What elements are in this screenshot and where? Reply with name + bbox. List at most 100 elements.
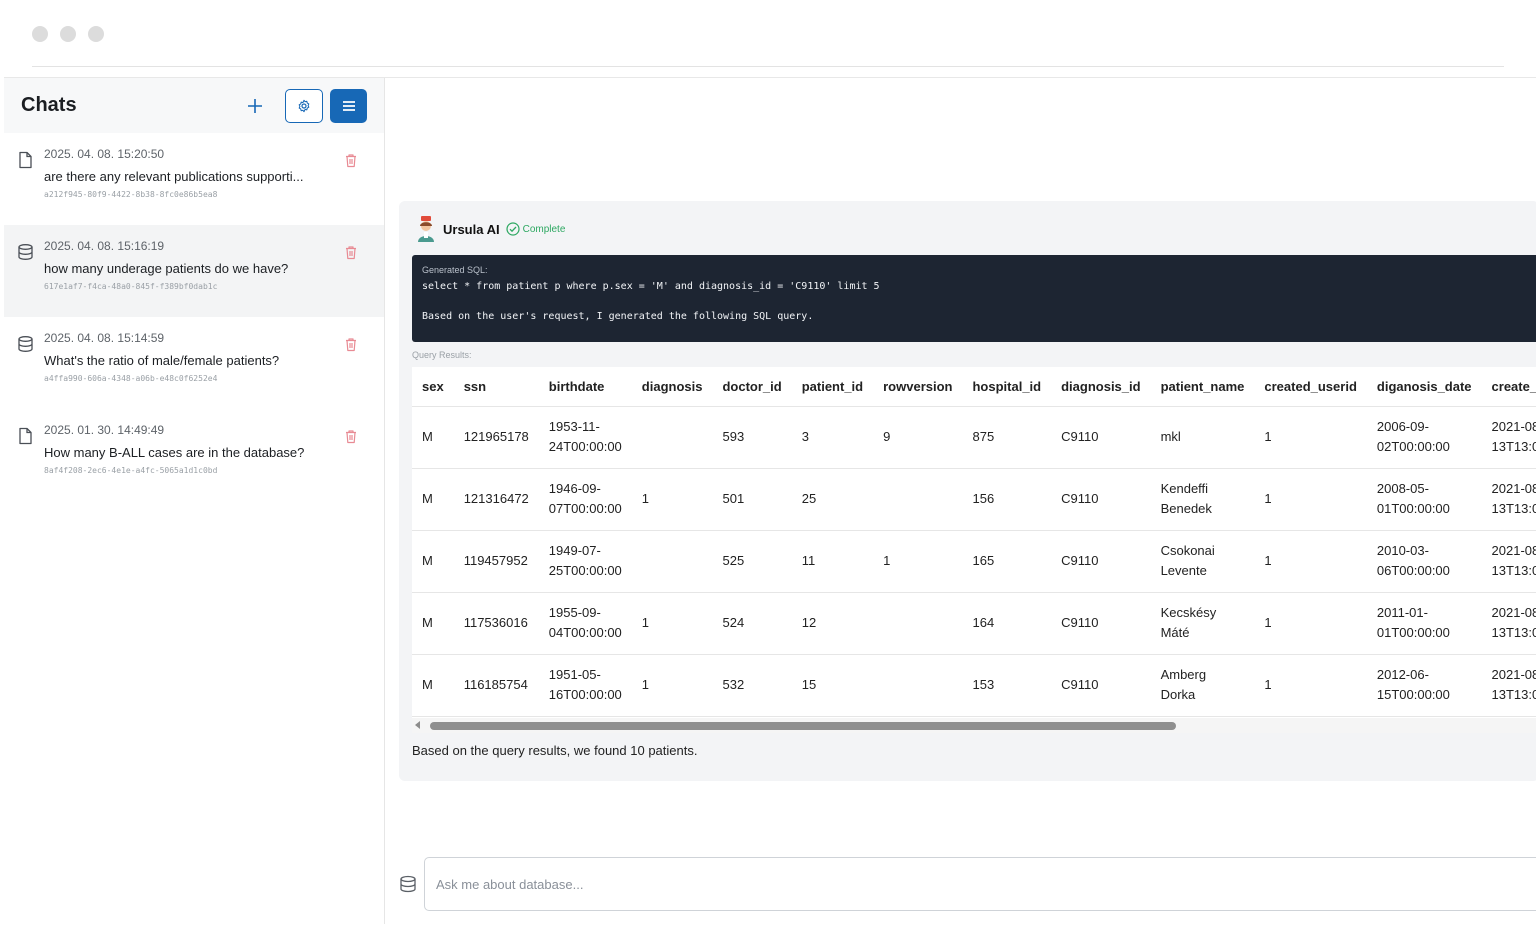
table-cell: M <box>412 530 454 593</box>
chat-date: 2025. 01. 30. 14:49:49 <box>44 423 165 437</box>
table-cell: 1946-09- 07T00:00:00 <box>538 468 632 531</box>
sidebar: Chats 2025. 04. 08. 15:20:50 are there an… <box>4 78 385 924</box>
table-cell: 501 <box>712 468 792 531</box>
horizontal-scrollbar[interactable] <box>412 718 1536 733</box>
table-cell: 2011-01- 01T00:00:00 <box>1366 592 1482 655</box>
status-text: Complete <box>522 223 566 235</box>
table-cell: 1955-09- 04T00:00:00 <box>538 592 632 655</box>
results-label: Query Results: <box>412 350 472 360</box>
column-header: patient_id <box>791 367 874 407</box>
trash-icon[interactable] <box>344 153 358 168</box>
table-row: M 121316472 1946-09- 07T00:00:00 1 501 25 156 C9… <box>412 468 1536 531</box>
sidebar-header: Chats <box>4 78 384 133</box>
window-controls <box>32 26 104 42</box>
table-cell: 165 <box>962 530 1052 593</box>
table-cell: 12 <box>791 592 874 655</box>
window-dot[interactable] <box>32 26 48 42</box>
table-cell: 2006-09- 02T00:00:00 <box>1366 406 1482 469</box>
column-header: ssn <box>453 367 539 407</box>
table-cell: 9 <box>873 406 963 469</box>
plus-icon <box>248 98 262 113</box>
table-cell: mkl <box>1150 406 1255 469</box>
table-cell: 156 <box>962 468 1052 531</box>
code-explanation: Based on the user's request, I generated… <box>422 311 814 322</box>
chat-id: 8af4f208-2ec6-4e1e-a4fc-5065a1d1c0bd <box>44 466 218 475</box>
trash-icon[interactable] <box>344 245 358 260</box>
table-cell: 1 <box>1254 406 1367 469</box>
table-cell: 153 <box>962 654 1052 717</box>
table-cell <box>631 530 713 593</box>
table-cell: 15 <box>791 654 874 717</box>
chat-input[interactable] <box>424 857 1536 911</box>
table-cell: 116185754 <box>453 654 539 717</box>
table-cell: 121965178 <box>453 406 539 469</box>
chat-date: 2025. 04. 08. 15:20:50 <box>44 147 165 161</box>
table-cell: 1951-05- 16T00:00:00 <box>538 654 632 717</box>
top-divider <box>32 66 1504 67</box>
window-dot[interactable] <box>60 26 76 42</box>
table-cell: 1953-11- 24T00:00:00 <box>538 406 632 469</box>
table-cell: M <box>412 406 454 469</box>
chat-list-item[interactable]: 2025. 04. 08. 15:20:50 are there any rele… <box>4 133 384 225</box>
window-dot[interactable] <box>88 26 104 42</box>
assistant-message: Ursula AI Complete Generated SQL: select… <box>399 201 1536 781</box>
database-icon <box>18 336 33 352</box>
chat-list: 2025. 04. 08. 15:20:50 are there any rele… <box>4 133 384 501</box>
main-panel: Ursula AI Complete Generated SQL: select… <box>386 78 1536 924</box>
table-cell: 1 <box>1254 592 1367 655</box>
column-header: doctor_id <box>712 367 792 407</box>
table-cell: 1 <box>631 654 713 717</box>
chat-title: What's the ratio of male/female patients… <box>44 353 280 368</box>
table-cell: 532 <box>712 654 792 717</box>
bot-name: Ursula AI <box>443 221 500 237</box>
scrollbar-thumb[interactable] <box>430 722 1176 730</box>
sidebar-title: Chats <box>21 94 77 116</box>
code-label: Generated SQL: <box>422 265 488 275</box>
settings-button[interactable] <box>285 88 323 123</box>
table-cell: 117536016 <box>453 592 539 655</box>
trash-icon[interactable] <box>344 429 358 444</box>
chat-id: 617e1af7-f4ca-48a0-845f-f389bf0dab1c <box>44 282 218 291</box>
check-circle-icon <box>505 222 520 236</box>
chat-list-item[interactable]: 2025. 01. 30. 14:49:49 How many B-ALL cas… <box>4 409 384 501</box>
table-cell: Kecskésy Máté <box>1150 592 1255 655</box>
table-cell: 1 <box>873 530 963 593</box>
chat-list-item[interactable]: 2025. 04. 08. 15:16:19 how many underage … <box>4 225 384 317</box>
table-cell: Csokonai Levente <box>1150 530 1255 593</box>
table-cell: 1 <box>1254 468 1367 531</box>
menu-button[interactable] <box>330 88 367 123</box>
table-cell: 1 <box>631 592 713 655</box>
table-body: M 121965178 1953-11- 24T00:00:00 593 3 9 875 C91… <box>412 406 1536 717</box>
table-cell: Amberg Dorka <box>1150 654 1255 717</box>
table-cell: 2021-08-13T13:0 <box>1481 530 1536 593</box>
table-cell: M <box>412 654 454 717</box>
database-icon[interactable] <box>399 875 417 893</box>
column-header: patient_name <box>1150 367 1255 407</box>
chat-list-item[interactable]: 2025. 04. 08. 15:14:59 What's the ratio o… <box>4 317 384 409</box>
table-cell: C9110 <box>1051 592 1151 655</box>
column-header: diganosis_date <box>1366 367 1482 407</box>
new-chat-button[interactable] <box>243 94 267 118</box>
results-table: sex ssn birthdate diagnosis doctor_id patient… <box>412 367 1536 717</box>
document-icon <box>19 151 32 169</box>
table-cell: 121316472 <box>453 468 539 531</box>
table-cell: 2021-08-13T13:0 <box>1481 654 1536 717</box>
table-cell: 593 <box>712 406 792 469</box>
input-row <box>399 857 1536 911</box>
table-cell <box>873 468 963 531</box>
column-header: created_userid <box>1254 367 1367 407</box>
table-cell: 1 <box>1254 530 1367 593</box>
trash-icon[interactable] <box>344 337 358 352</box>
table-cell: 1949-07- 25T00:00:00 <box>538 530 632 593</box>
sql-query: select * from patient p where p.sex = 'M… <box>422 281 880 292</box>
chat-date: 2025. 04. 08. 15:16:19 <box>44 239 165 253</box>
scroll-left-arrow-icon[interactable] <box>415 721 420 729</box>
table-cell <box>873 654 963 717</box>
table-cell <box>631 406 713 469</box>
results-summary: Based on the query results, we found 10 … <box>412 743 698 758</box>
table-header-row: sex ssn birthdate diagnosis doctor_id patient… <box>412 367 1536 407</box>
table-cell: C9110 <box>1051 530 1151 593</box>
status-badge: Complete <box>505 222 566 236</box>
database-icon <box>18 244 33 260</box>
gear-icon <box>298 99 310 112</box>
